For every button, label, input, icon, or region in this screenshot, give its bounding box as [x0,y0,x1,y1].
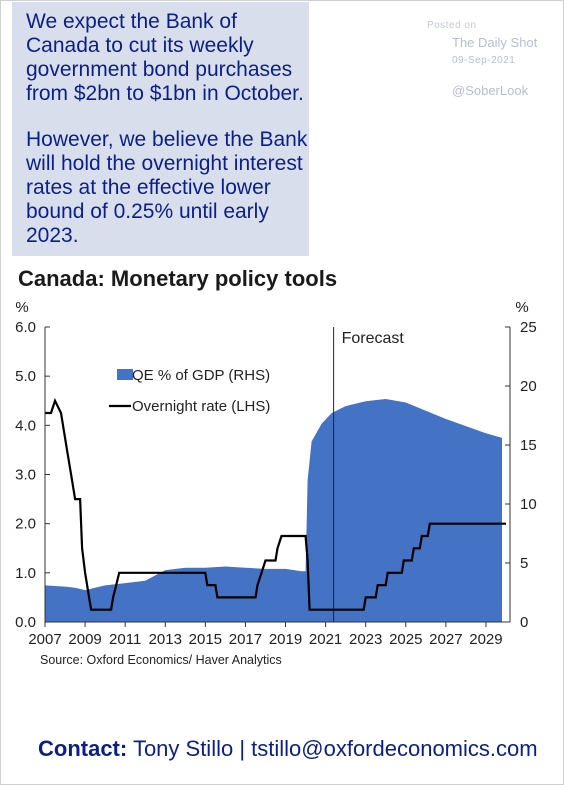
x-tick-label: 2023 [349,631,382,648]
right-tick-label: 25 [520,319,537,336]
contact-line: Contact: Tony Stillo | tstillo@oxfordeco… [38,736,538,762]
x-tick-label: 2029 [469,631,502,648]
callout-line: 2023. [26,224,79,247]
watermark-date: 09-Sep-2021 [452,55,516,66]
qe-area-series [45,399,502,622]
monetary-policy-chart: Forecast 0.01.02.03.04.05.06.0%051015202… [15,299,537,648]
callout-line: will hold the overnight interest [26,152,303,175]
legend-swatch-qe [117,369,133,380]
callout-paragraph-2: However, we believe the Bank will hold t… [26,128,309,248]
contact-label: Contact: [38,736,128,761]
left-tick-label: 5.0 [15,368,36,385]
right-tick-label: 10 [520,496,537,513]
forecast-label: Forecast [342,330,405,347]
x-tick-label: 2017 [229,631,262,648]
legend-label-qe: QE % of GDP (RHS) [132,367,270,384]
watermark-posted-label: Posted on [427,20,477,31]
right-tick-label: 20 [520,378,537,395]
left-tick-label: 2.0 [15,516,36,533]
right-tick-label: 15 [520,437,537,454]
callout-paragraph-1: We expect the Bank of Canada to cut its … [26,10,309,106]
x-tick-label: 2019 [269,631,302,648]
left-tick-label: 6.0 [15,319,36,336]
x-tick-label: 2025 [389,631,422,648]
x-tick-label: 2013 [149,631,182,648]
left-tick-label: 3.0 [15,467,36,484]
source-note: Source: Oxford Economics/ Haver Analytic… [40,653,282,667]
x-tick-label: 2015 [189,631,222,648]
left-tick-label: 4.0 [15,417,36,434]
contact-details: Tony Stillo | tstillo@oxfordeconomics.co… [132,736,538,761]
x-tick-label: 2007 [28,631,61,648]
legend-label-rate: Overnight rate (LHS) [132,398,270,415]
x-tick-label: 2021 [309,631,342,648]
callout-line: bound of 0.25% until early [26,200,269,223]
commentary-callout: We expect the Bank of Canada to cut its … [12,2,309,256]
left-tick-label: 1.0 [15,565,36,582]
left-tick-label: 0.0 [15,614,36,631]
callout-line: government bond purchases [26,58,293,81]
callout-line: We expect the Bank of [26,10,237,33]
right-tick-label: 0 [520,614,528,631]
x-tick-label: 2009 [68,631,101,648]
callout-line: Canada to cut its weekly [26,34,254,57]
chart-title: Canada: Monetary policy tools [18,266,338,291]
callout-line: However, we believe the Bank [26,128,308,151]
watermark-source: The Daily Shot [452,35,538,50]
callout-line: rates at the effective lower [26,176,271,199]
right-axis-unit: % [515,299,528,316]
overnight-rate-line [45,397,506,611]
x-tick-label: 2027 [429,631,462,648]
callout-line: from $2bn to $1bn in October. [26,82,304,105]
x-tick-label: 2011 [109,631,141,648]
watermark-handle: @SoberLook [452,83,529,98]
left-axis-unit: % [15,299,28,316]
right-tick-label: 5 [520,555,528,572]
